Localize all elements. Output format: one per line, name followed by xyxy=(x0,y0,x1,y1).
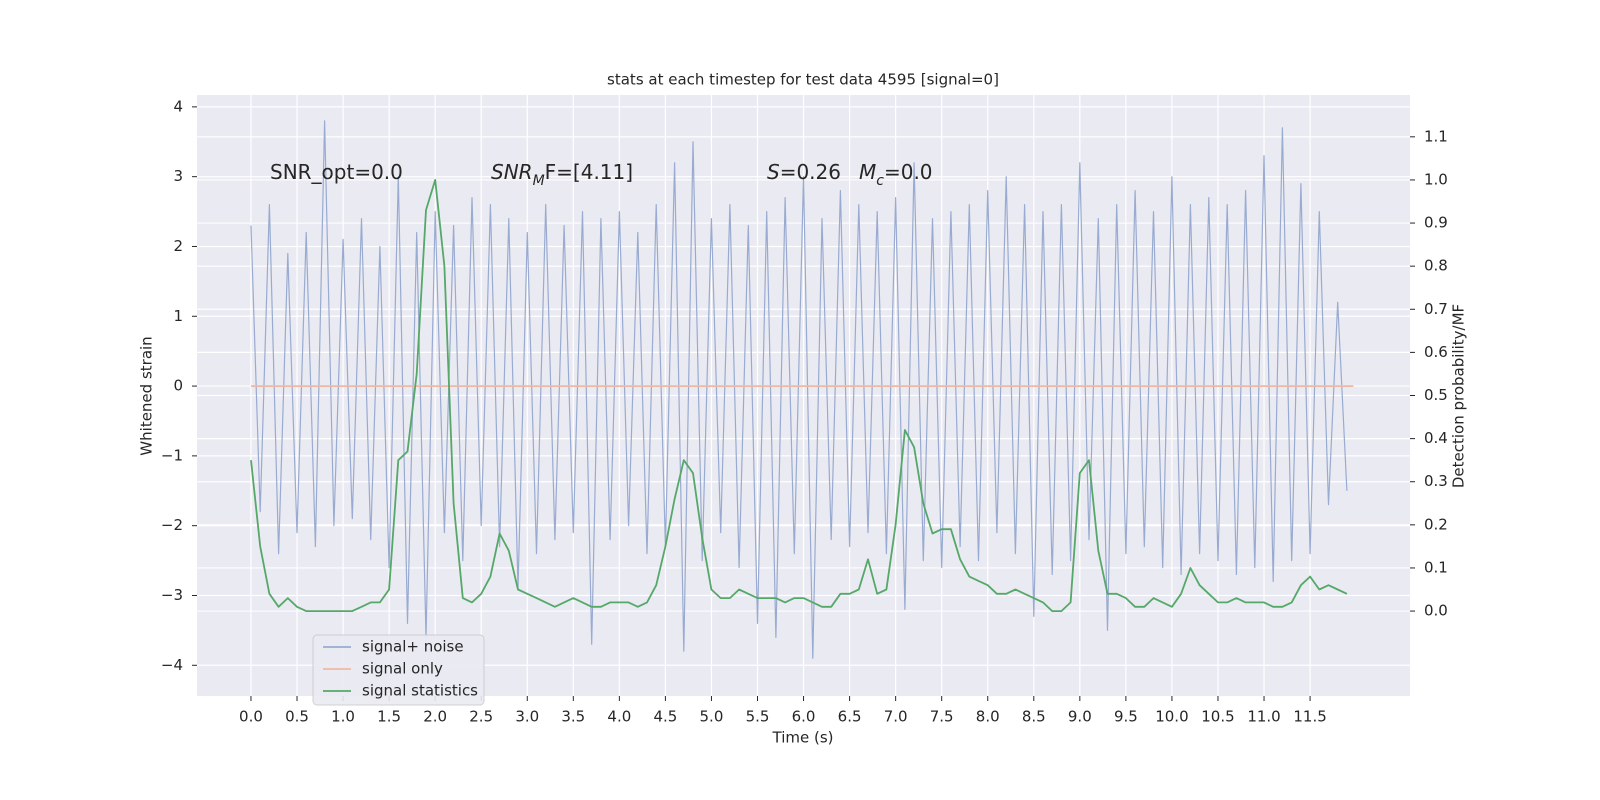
y2-tick-label: 0.6 xyxy=(1424,343,1448,361)
annotation-part: c xyxy=(876,173,884,189)
x-tick-label: 9.0 xyxy=(1068,708,1092,726)
y-tick-label: −4 xyxy=(161,656,183,674)
x-tick-label: 6.0 xyxy=(792,708,816,726)
y2-tick-label: 0.8 xyxy=(1424,257,1448,275)
legend-box xyxy=(312,634,485,706)
x-tick-label: 9.5 xyxy=(1114,708,1138,726)
y2-tick-label: 0.0 xyxy=(1424,602,1448,620)
annotation-part: F=[4.11] xyxy=(545,160,633,184)
y-tick-label: 2 xyxy=(173,237,183,255)
x-tick-label: 1.0 xyxy=(331,708,355,726)
annotation-part: SNR xyxy=(491,160,533,184)
x-tick-label: 7.0 xyxy=(884,708,908,726)
y-tick-label: −2 xyxy=(161,516,183,534)
legend-label: signal+ noise xyxy=(362,638,464,656)
y-tick-label: 0 xyxy=(173,377,183,395)
annotation-part: =0.0 xyxy=(884,160,933,184)
grid xyxy=(197,95,1410,696)
y2-tick-label: 0.1 xyxy=(1424,558,1448,576)
y-tick-label: −3 xyxy=(161,586,183,604)
x-tick-label: 3.0 xyxy=(515,708,539,726)
x-tick-label: 3.5 xyxy=(561,708,585,726)
y2-tick-label: 0.3 xyxy=(1424,472,1448,490)
x-tick-label: 4.0 xyxy=(607,708,631,726)
marks xyxy=(250,120,1354,659)
x-tick-label: 1.5 xyxy=(377,708,401,726)
y2-axis-label: Detection probability/MF xyxy=(1450,304,1468,488)
labels: 0.0 0.5 1.0 1.5 2.0 2.5 3.0 3.5 4.0 4.5 5.0 5.5 6.0 6… xyxy=(161,97,1448,725)
annotation-part: =0.26 xyxy=(780,160,841,184)
x-tick-label: 2.5 xyxy=(469,708,493,726)
x-tick-label: 10.5 xyxy=(1201,708,1234,726)
y2-tick-label: 0.5 xyxy=(1424,386,1448,404)
y2-tick-label: 0.2 xyxy=(1424,515,1448,533)
y-tick-label: 3 xyxy=(173,167,183,185)
y-tick-label: 1 xyxy=(173,307,183,325)
annotation: SNRMF=[4.11] xyxy=(491,160,633,190)
y2-tick-label: 0.4 xyxy=(1424,429,1448,447)
x-tick-label: 8.0 xyxy=(976,708,1000,726)
annotation-part: M xyxy=(533,173,545,189)
annotation: SNR_opt=0.0 xyxy=(270,160,403,184)
x-tick-label: 11.0 xyxy=(1247,708,1280,726)
chart-title: stats at each timestep for test data 459… xyxy=(607,71,999,89)
x-tick-label: 5.0 xyxy=(700,708,724,726)
x-tick-label: 0.5 xyxy=(285,708,309,726)
y2-tick-label: 0.9 xyxy=(1424,214,1448,232)
y-tick-label: −1 xyxy=(161,446,183,464)
series-line xyxy=(250,120,1348,659)
x-tick-label: 5.5 xyxy=(746,708,770,726)
series-line xyxy=(250,179,1348,612)
annotation: S=0.26 Mc=0.0 xyxy=(767,160,933,190)
x-tick-label: 7.5 xyxy=(930,708,954,726)
annotation-part: S xyxy=(767,160,780,184)
y-axis-label: Whitened strain xyxy=(138,336,156,455)
x-tick-label: 6.5 xyxy=(838,708,862,726)
y2-tick-label: 1.0 xyxy=(1424,170,1448,188)
legend-label: signal only xyxy=(362,660,443,678)
x-tick-label: 10.0 xyxy=(1155,708,1188,726)
y-tick-label: 4 xyxy=(173,97,183,115)
x-axis-label: Time (s) xyxy=(772,729,834,747)
x-tick-label: 0.0 xyxy=(239,708,263,726)
x-tick-label: 2.0 xyxy=(423,708,447,726)
y2-tick-label: 0.7 xyxy=(1424,300,1448,318)
y2-tick-label: 1.1 xyxy=(1424,127,1448,145)
annotation-part: SNR_opt=0.0 xyxy=(270,160,403,184)
x-tick-label: 11.5 xyxy=(1293,708,1326,726)
x-tick-label: 4.5 xyxy=(653,708,677,726)
x-tick-label: 8.5 xyxy=(1022,708,1046,726)
legend-label: signal statistics xyxy=(362,682,478,700)
annotation-part: M xyxy=(859,160,876,184)
